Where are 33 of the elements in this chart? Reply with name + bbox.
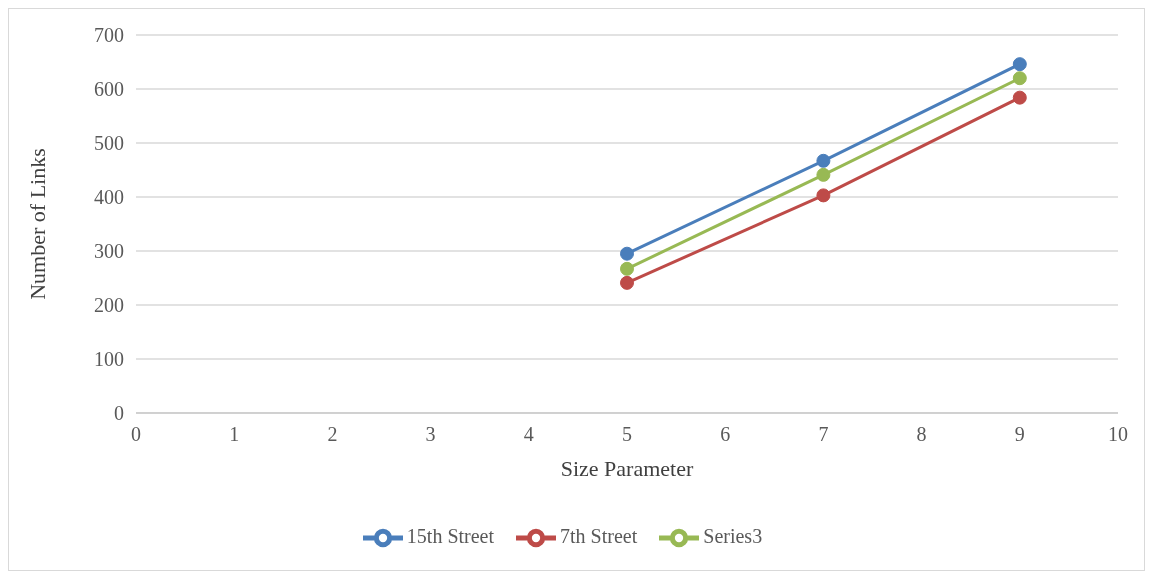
x-tick-label: 8 <box>916 423 927 446</box>
point <box>1012 57 1027 72</box>
point <box>816 188 831 203</box>
x-tick-label: 10 <box>1108 423 1128 446</box>
point <box>620 275 634 290</box>
y-tick-label: 500 <box>94 132 124 155</box>
point <box>1012 71 1027 86</box>
point <box>620 261 634 276</box>
x-tick-label: 3 <box>425 423 436 446</box>
x-tick-label: 9 <box>1014 423 1025 446</box>
y-tick-label: 700 <box>94 24 124 47</box>
y-tick-label: 100 <box>94 348 124 371</box>
y-axis-title: Number of Links <box>24 148 50 300</box>
x-tick-label: 1 <box>229 423 240 446</box>
legend-label: 7th Street <box>560 524 638 547</box>
point <box>620 246 634 261</box>
y-tick-label: 0 <box>114 402 124 425</box>
legend-label: Series3 <box>703 524 763 547</box>
y-tick-label: 300 <box>94 240 124 263</box>
legend-label: 15th Street <box>406 524 495 547</box>
x-tick-label: 2 <box>327 423 338 446</box>
point <box>816 153 831 168</box>
y-tick-label: 400 <box>94 186 124 209</box>
x-tick-label: 4 <box>523 423 534 446</box>
point <box>1012 90 1027 105</box>
x-axis-title: Size Parameter <box>560 456 694 481</box>
x-tick-label: 7 <box>818 423 829 446</box>
x-tick-label: 5 <box>622 423 632 446</box>
x-tick-label: 0 <box>131 423 141 446</box>
y-tick-label: 600 <box>94 78 124 101</box>
y-tick-label: 200 <box>94 294 124 317</box>
point <box>816 167 831 182</box>
x-tick-label: 6 <box>720 423 731 446</box>
